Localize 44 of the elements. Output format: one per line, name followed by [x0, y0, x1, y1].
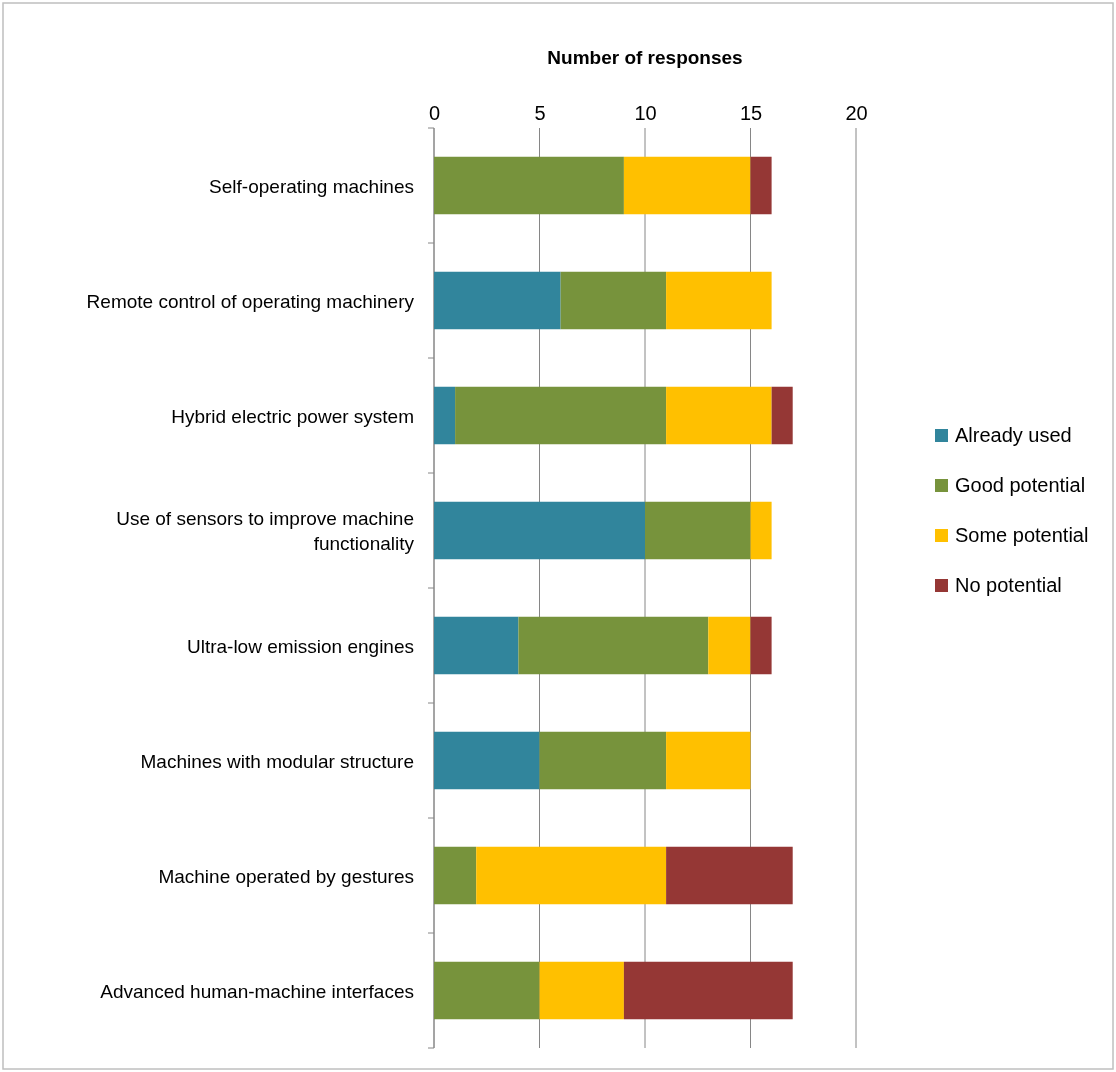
y-tick-label: Ultra-low emission engines	[186, 635, 414, 657]
bar	[455, 386, 667, 445]
bar	[539, 961, 624, 1020]
y-tick-label: Use of sensors to improve machine functionality	[116, 508, 415, 554]
bar	[750, 501, 772, 560]
bar	[434, 271, 561, 330]
bar	[623, 961, 793, 1020]
bar	[434, 846, 477, 905]
bar	[434, 616, 519, 675]
y-tick-label: Machine operated by gestures	[158, 865, 414, 887]
bar	[771, 386, 793, 445]
y-tick-label: Hybrid electric power system	[171, 405, 414, 427]
y-tick-label: Advanced human-machine interfaces	[100, 980, 414, 1002]
x-tick-label: 10	[634, 102, 657, 124]
bar	[518, 616, 709, 675]
y-tick-label: Self-operating machines	[209, 175, 414, 197]
bar	[434, 731, 540, 790]
bar	[666, 386, 772, 445]
bar	[750, 156, 772, 215]
bar	[623, 156, 751, 215]
x-tick-label: 20	[845, 102, 868, 124]
bar	[645, 501, 751, 560]
legend-label: Already used	[955, 424, 1072, 446]
bar	[560, 271, 667, 330]
bar	[539, 731, 667, 790]
bar	[434, 386, 456, 445]
x-tick-label: 0	[428, 102, 441, 124]
bar	[434, 961, 540, 1020]
legend-label: Good potential	[955, 474, 1086, 496]
bar	[666, 271, 772, 330]
bar	[666, 846, 793, 905]
bar	[434, 156, 624, 215]
bar	[708, 616, 751, 675]
x-tick-label: 5	[534, 102, 546, 124]
bar	[476, 846, 667, 905]
x-tick-label: 15	[739, 102, 763, 124]
bar	[666, 731, 751, 790]
y-tick-label: Machines with modular structure	[140, 750, 414, 772]
legend-label: No potential	[955, 574, 1062, 596]
y-tick-label: Remote control of operating machinery	[86, 290, 415, 312]
legend-label: Some potential	[955, 524, 1089, 546]
bar	[750, 616, 772, 675]
bar	[434, 501, 645, 560]
x-axis-title: Number of responses	[547, 47, 743, 68]
